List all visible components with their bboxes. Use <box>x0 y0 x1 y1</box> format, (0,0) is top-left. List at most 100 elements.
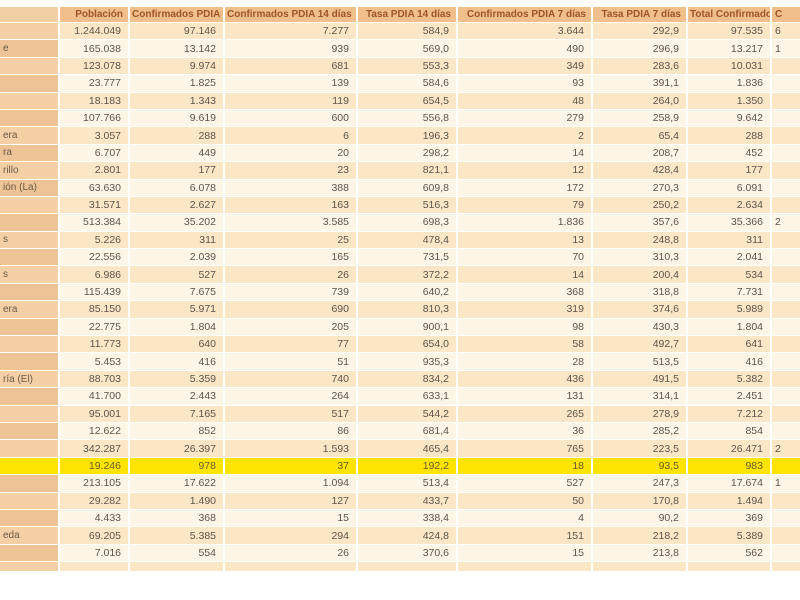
column-header-confirmados_pdia_14d[interactable]: Confirmados PDIA 14 días <box>225 7 358 23</box>
cell-confirmados_pdia[interactable]: 9.619 <box>130 109 225 128</box>
cell-municipio-name[interactable] <box>0 388 60 406</box>
cell-poblacion[interactable]: 88.703 <box>60 370 130 389</box>
cell-cut-column[interactable] <box>772 127 800 145</box>
cell-cut-column[interactable]: 1 <box>772 40 800 58</box>
cell-confirmados_pdia_7d[interactable]: 36 <box>458 422 593 441</box>
cell-confirmados_pdia[interactable]: 978 <box>130 457 225 476</box>
column-header-tasa_pdia_14d[interactable]: Tasa PDIA 14 días <box>358 7 458 23</box>
cell-cut-column[interactable] <box>772 283 800 302</box>
cell-confirmados_pdia[interactable]: 2.443 <box>130 388 225 406</box>
cell-confirmados_pdia_7d[interactable]: 14 <box>458 266 593 284</box>
cell-municipio-name[interactable] <box>0 75 60 93</box>
cell-confirmados_pdia_14d[interactable]: 26 <box>225 266 358 284</box>
cell-confirmados_pdia_7d[interactable]: 436 <box>458 370 593 389</box>
cell-tasa_pdia_14d[interactable]: 298,2 <box>358 144 458 163</box>
cell-cut-column[interactable] <box>772 144 800 163</box>
cell-tasa_pdia_14d[interactable]: 900,1 <box>358 318 458 337</box>
cell-confirmados_pdia[interactable]: 13.142 <box>130 40 225 58</box>
cell-poblacion[interactable]: 342.287 <box>60 440 130 458</box>
cell-confirmados_pdia_7d[interactable]: 12 <box>458 162 593 180</box>
cell-municipio-name[interactable] <box>0 214 60 232</box>
cell-total_confirmados[interactable]: 452 <box>688 144 772 163</box>
cell-confirmados_pdia_7d[interactable]: 79 <box>458 196 593 215</box>
cell-confirmados_pdia_14d[interactable]: 1.593 <box>225 440 358 458</box>
cell-confirmados_pdia[interactable]: 6.078 <box>130 179 225 197</box>
cell-poblacion[interactable]: 22.556 <box>60 249 130 267</box>
cell-poblacion[interactable]: 3.057 <box>60 127 130 145</box>
cell-tasa_pdia_7d[interactable]: 218,2 <box>593 527 688 545</box>
cell-cut-column[interactable] <box>772 422 800 441</box>
cell-confirmados_pdia[interactable]: 177 <box>130 162 225 180</box>
cell-tasa_pdia_14d[interactable]: 553,3 <box>358 57 458 76</box>
cell-tasa_pdia_7d[interactable]: 208,7 <box>593 144 688 163</box>
cell-confirmados_pdia[interactable]: 5.971 <box>130 301 225 319</box>
cell-poblacion[interactable]: 19.246 <box>60 457 130 476</box>
cell-tasa_pdia_14d[interactable]: 192,2 <box>358 457 458 476</box>
cell-confirmados_pdia_14d[interactable]: 1.094 <box>225 475 358 493</box>
cell-poblacion[interactable]: 5.453 <box>60 353 130 371</box>
cell-confirmados_pdia_14d[interactable]: 681 <box>225 57 358 76</box>
cell-tasa_pdia_14d[interactable]: 338,4 <box>358 509 458 528</box>
cell-confirmados_pdia_7d[interactable]: 58 <box>458 336 593 354</box>
cell-tasa_pdia_7d[interactable]: 318,8 <box>593 283 688 302</box>
cell-tasa_pdia_14d[interactable]: 424,8 <box>358 527 458 545</box>
cell-confirmados_pdia[interactable]: 449 <box>130 144 225 163</box>
cell-cut-column[interactable] <box>772 162 800 180</box>
cell-poblacion[interactable]: 18.183 <box>60 92 130 110</box>
cell-municipio-name[interactable]: rillo <box>0 162 60 180</box>
cell-cut-column[interactable] <box>772 318 800 337</box>
cell-confirmados_pdia_14d[interactable]: 51 <box>225 353 358 371</box>
cell-confirmados_pdia[interactable]: 2.627 <box>130 196 225 215</box>
cell-poblacion[interactable]: 6.986 <box>60 266 130 284</box>
cell-confirmados_pdia_7d[interactable]: 131 <box>458 388 593 406</box>
cell-municipio-name[interactable] <box>0 475 60 493</box>
cell-confirmados_pdia_14d[interactable]: 6 <box>225 127 358 145</box>
cell-tasa_pdia_14d[interactable]: 681,4 <box>358 422 458 441</box>
cell-total_confirmados[interactable]: 7.212 <box>688 405 772 423</box>
cell-cut-column[interactable] <box>772 75 800 93</box>
cell-total_confirmados[interactable]: 7.731 <box>688 283 772 302</box>
cell-tasa_pdia_7d[interactable]: 491,5 <box>593 370 688 389</box>
cell-total_confirmados[interactable]: 1.804 <box>688 318 772 337</box>
cell-confirmados_pdia_7d[interactable]: 70 <box>458 249 593 267</box>
cell-total_confirmados[interactable]: 416 <box>688 353 772 371</box>
cell-tasa_pdia_14d[interactable]: 465,4 <box>358 440 458 458</box>
cell-municipio-name[interactable]: s <box>0 231 60 250</box>
cell-poblacion[interactable]: 115.439 <box>60 283 130 302</box>
column-header-confirmados_pdia[interactable]: Confirmados PDIA <box>130 7 225 23</box>
cell-confirmados_pdia_7d[interactable]: 490 <box>458 40 593 58</box>
cell-tasa_pdia_7d[interactable]: 292,9 <box>593 23 688 41</box>
cell-total_confirmados[interactable]: 1.350 <box>688 92 772 110</box>
cell-confirmados_pdia_7d[interactable]: 13 <box>458 231 593 250</box>
cell-municipio-name[interactable] <box>0 249 60 267</box>
cell-cut-column[interactable] <box>772 231 800 250</box>
cell-municipio-name[interactable] <box>0 283 60 302</box>
cell-cut-column[interactable] <box>772 336 800 354</box>
cell-total_confirmados[interactable]: 5.389 <box>688 527 772 545</box>
column-header-name[interactable] <box>0 7 60 23</box>
cell-tasa_pdia_14d[interactable]: 544,2 <box>358 405 458 423</box>
cell-tasa_pdia_14d[interactable]: 821,1 <box>358 162 458 180</box>
cell-municipio-name[interactable]: e <box>0 40 60 58</box>
cell-confirmados_pdia_14d[interactable]: 26 <box>225 544 358 563</box>
cell-tasa_pdia_7d[interactable]: 200,4 <box>593 266 688 284</box>
cell-confirmados_pdia[interactable]: 35.202 <box>130 214 225 232</box>
cell-poblacion[interactable]: 22.775 <box>60 318 130 337</box>
cell-confirmados_pdia_7d[interactable]: 93 <box>458 75 593 93</box>
cell-cut-column[interactable] <box>772 109 800 128</box>
cell-poblacion[interactable]: 85.150 <box>60 301 130 319</box>
cell-municipio-name[interactable]: eda <box>0 527 60 545</box>
cell-tasa_pdia_7d[interactable]: 278,9 <box>593 405 688 423</box>
cell-confirmados_pdia_7d[interactable]: 3.644 <box>458 23 593 41</box>
cell-municipio-name[interactable]: ría (El) <box>0 370 60 389</box>
cell-cut-column[interactable] <box>772 562 800 573</box>
cell-confirmados_pdia_14d[interactable]: 20 <box>225 144 358 163</box>
cell-municipio-name[interactable] <box>0 422 60 441</box>
column-header-cut[interactable]: C <box>772 7 800 23</box>
cell-confirmados_pdia[interactable] <box>130 562 225 573</box>
cell-total_confirmados[interactable]: 311 <box>688 231 772 250</box>
cell-cut-column[interactable] <box>772 179 800 197</box>
cell-confirmados_pdia_14d[interactable]: 740 <box>225 370 358 389</box>
cell-confirmados_pdia_7d[interactable]: 50 <box>458 492 593 510</box>
cell-confirmados_pdia[interactable]: 7.165 <box>130 405 225 423</box>
